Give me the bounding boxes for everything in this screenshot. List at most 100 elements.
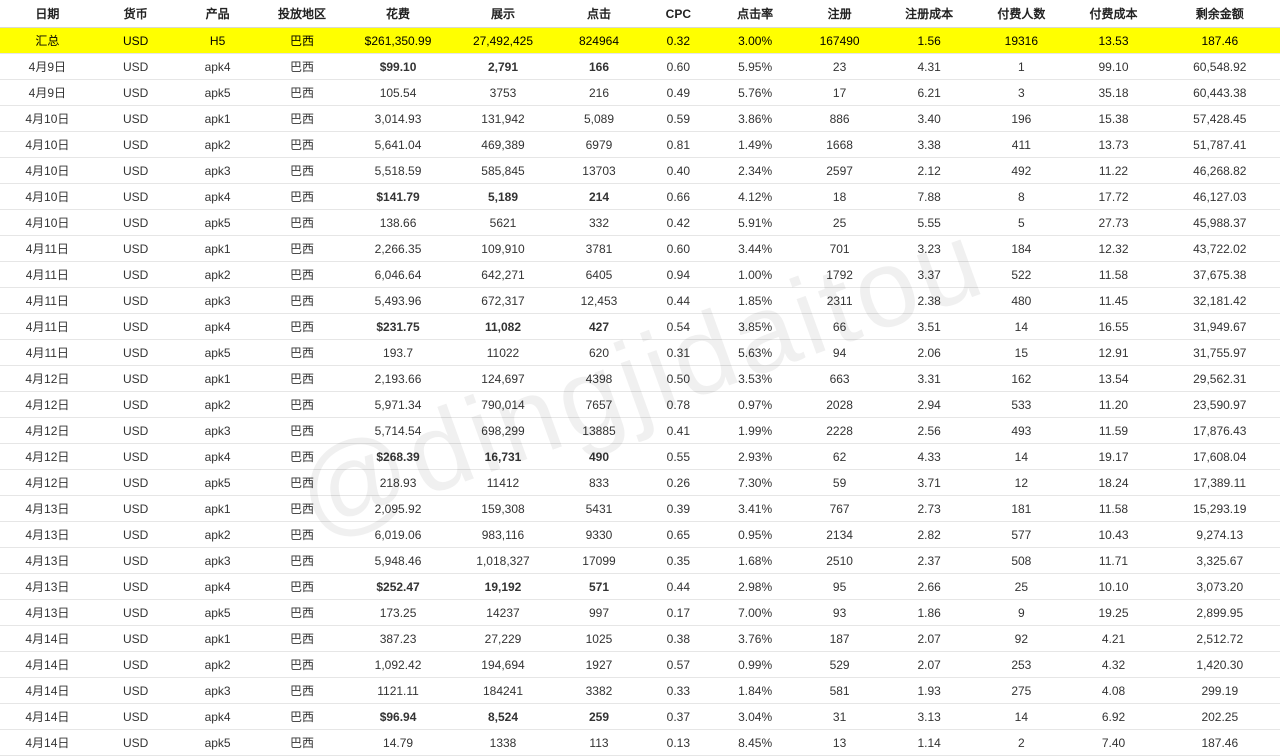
cell-product: apk4 <box>177 184 259 210</box>
col-header: 展示 <box>451 0 556 28</box>
cell-product: apk4 <box>177 54 259 80</box>
cell-spend: $141.79 <box>346 184 451 210</box>
cell-impressions: 109,910 <box>451 236 556 262</box>
cell-spend: 5,641.04 <box>346 132 451 158</box>
cell-ctr: 3.53% <box>714 366 796 392</box>
cell-region: 巴西 <box>259 496 346 522</box>
cell-clicks: 1927 <box>555 652 642 678</box>
cell-pay_cost: 12.91 <box>1067 340 1159 366</box>
cell-cpc: 0.17 <box>643 600 715 626</box>
cell-cpc: 0.26 <box>643 470 715 496</box>
cell-pay_cost: 11.58 <box>1067 262 1159 288</box>
cell-reg: 663 <box>796 366 883 392</box>
cell-date: 4月9日 <box>0 54 95 80</box>
cell-pay_cost: 4.08 <box>1067 678 1159 704</box>
cell-date: 4月10日 <box>0 106 95 132</box>
cell-date: 4月9日 <box>0 80 95 106</box>
table-row: 4月14日USDapk4巴西$96.948,5242590.373.04%313… <box>0 704 1280 730</box>
cell-reg: 31 <box>796 704 883 730</box>
cell-payers: 3 <box>975 80 1067 106</box>
cell-currency: USD <box>95 496 177 522</box>
col-header: 货币 <box>95 0 177 28</box>
cell-spend: 193.7 <box>346 340 451 366</box>
cell-currency: USD <box>95 392 177 418</box>
cell-product: apk3 <box>177 418 259 444</box>
cell-impressions: 11022 <box>451 340 556 366</box>
cell-currency: USD <box>95 704 177 730</box>
cell-date: 4月10日 <box>0 132 95 158</box>
cell-clicks: 997 <box>555 600 642 626</box>
cell-payers: 411 <box>975 132 1067 158</box>
cell-currency: USD <box>95 522 177 548</box>
cell-region: 巴西 <box>259 652 346 678</box>
cell-reg: 2510 <box>796 548 883 574</box>
col-header: 付费人数 <box>975 0 1067 28</box>
table-row: 4月12日USDapk1巴西2,193.66124,69743980.503.5… <box>0 366 1280 392</box>
col-header: 注册 <box>796 0 883 28</box>
cell-pay_cost: 11.20 <box>1067 392 1159 418</box>
cell-payers: 522 <box>975 262 1067 288</box>
cell-payers: 5 <box>975 210 1067 236</box>
cell-product: apk3 <box>177 548 259 574</box>
cell-product: apk2 <box>177 392 259 418</box>
cell-product: apk4 <box>177 574 259 600</box>
cell-product: apk1 <box>177 626 259 652</box>
cell-ctr: 7.30% <box>714 470 796 496</box>
cell-cpc: 0.66 <box>643 184 715 210</box>
cell-reg: 17 <box>796 80 883 106</box>
cell-balance: 187.46 <box>1160 28 1280 54</box>
cell-ctr: 1.49% <box>714 132 796 158</box>
cell-reg: 25 <box>796 210 883 236</box>
cell-date: 4月12日 <box>0 444 95 470</box>
cell-ctr: 3.00% <box>714 28 796 54</box>
cell-payers: 253 <box>975 652 1067 678</box>
cell-pay_cost: 11.58 <box>1067 496 1159 522</box>
cell-payers: 15 <box>975 340 1067 366</box>
col-header: 付费成本 <box>1067 0 1159 28</box>
cell-balance: 17,389.11 <box>1160 470 1280 496</box>
cell-region: 巴西 <box>259 340 346 366</box>
cell-currency: USD <box>95 652 177 678</box>
cell-pay_cost: 15.38 <box>1067 106 1159 132</box>
cell-region: 巴西 <box>259 106 346 132</box>
cell-payers: 12 <box>975 470 1067 496</box>
cell-product: apk5 <box>177 340 259 366</box>
cell-cpc: 0.55 <box>643 444 715 470</box>
cell-reg_cost: 3.37 <box>883 262 975 288</box>
cell-cpc: 0.44 <box>643 574 715 600</box>
cell-date: 4月11日 <box>0 340 95 366</box>
cell-reg_cost: 6.21 <box>883 80 975 106</box>
cell-payers: 493 <box>975 418 1067 444</box>
cell-date: 4月10日 <box>0 210 95 236</box>
cell-pay_cost: 6.92 <box>1067 704 1159 730</box>
cell-reg_cost: 3.31 <box>883 366 975 392</box>
cell-balance: 32,181.42 <box>1160 288 1280 314</box>
cell-impressions: 16,731 <box>451 444 556 470</box>
col-header: 点击率 <box>714 0 796 28</box>
cell-reg_cost: 2.06 <box>883 340 975 366</box>
cell-clicks: 214 <box>555 184 642 210</box>
cell-reg: 2028 <box>796 392 883 418</box>
cell-region: 巴西 <box>259 548 346 574</box>
cell-pay_cost: 19.25 <box>1067 600 1159 626</box>
cell-reg_cost: 2.66 <box>883 574 975 600</box>
cell-pay_cost: 27.73 <box>1067 210 1159 236</box>
cell-spend: 2,193.66 <box>346 366 451 392</box>
cell-balance: 60,548.92 <box>1160 54 1280 80</box>
cell-date: 4月14日 <box>0 626 95 652</box>
cell-balance: 23,590.97 <box>1160 392 1280 418</box>
cell-cpc: 0.38 <box>643 626 715 652</box>
cell-cpc: 0.32 <box>643 28 715 54</box>
cell-reg_cost: 2.94 <box>883 392 975 418</box>
col-header: 日期 <box>0 0 95 28</box>
cell-cpc: 0.33 <box>643 678 715 704</box>
cell-pay_cost: 11.59 <box>1067 418 1159 444</box>
cell-balance: 31,949.67 <box>1160 314 1280 340</box>
cell-date: 4月12日 <box>0 392 95 418</box>
cell-region: 巴西 <box>259 704 346 730</box>
cell-ctr: 0.95% <box>714 522 796 548</box>
cell-cpc: 0.57 <box>643 652 715 678</box>
cell-impressions: 194,694 <box>451 652 556 678</box>
cell-reg_cost: 5.55 <box>883 210 975 236</box>
cell-clicks: 571 <box>555 574 642 600</box>
